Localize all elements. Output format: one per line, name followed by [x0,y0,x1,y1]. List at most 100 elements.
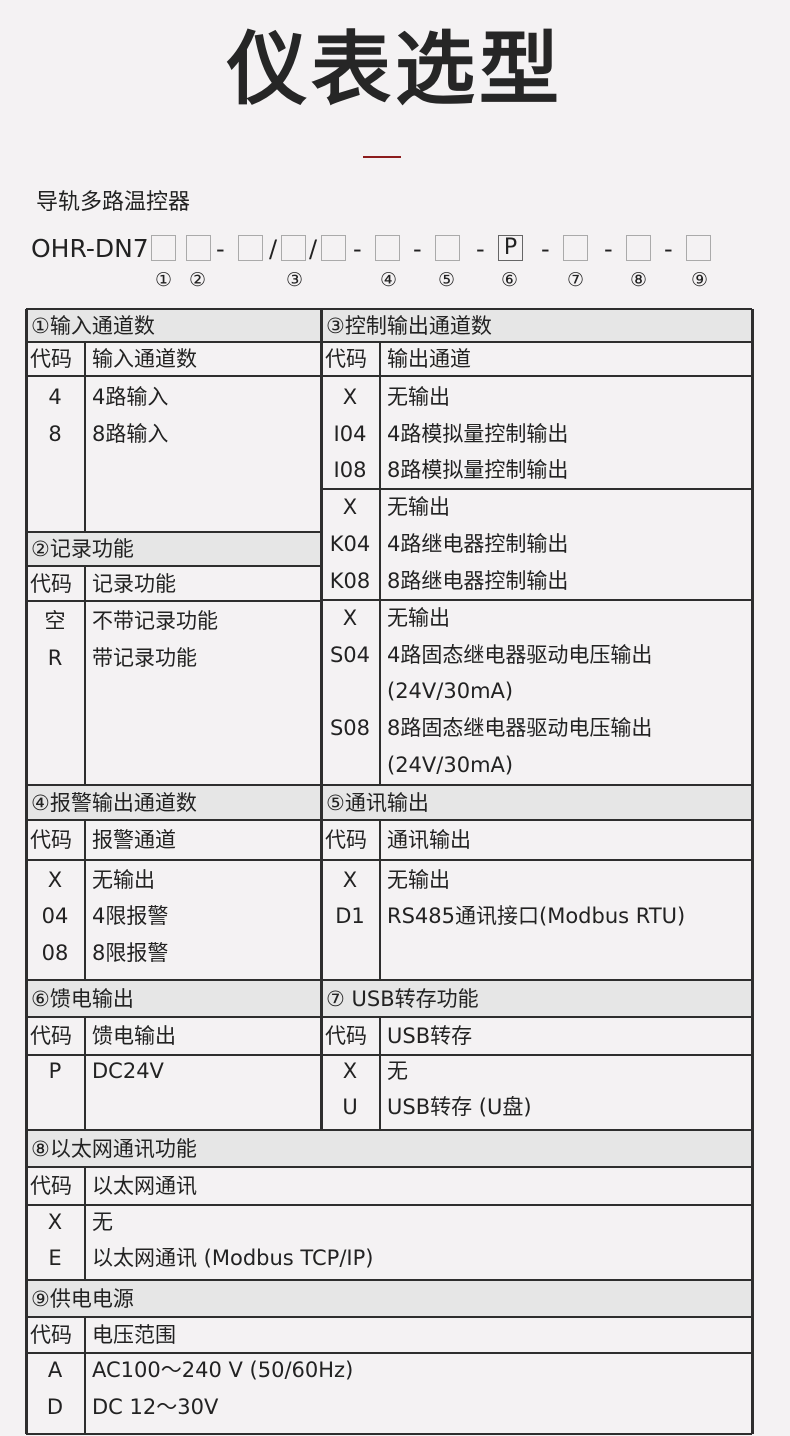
option-description: 不带记录功能 [92,609,218,633]
option-description: 以太网通讯 (Modbus TCP/IP) [92,1246,374,1270]
table-rule [84,1017,86,1130]
model-separator: - [353,235,362,263]
option-description: 无输出 [387,868,450,892]
section-title: ①输入通道数 [31,313,155,338]
option-description: DC 12～30V [92,1395,219,1419]
table-rule [751,309,754,785]
section-title: ⑦ USB转存功能 [326,986,479,1011]
section-header-bg [26,1280,752,1317]
position-marker: ④ [380,269,398,291]
table-rule [751,1280,754,1434]
table-rule [26,1128,752,1132]
option-code: S08 [329,716,371,740]
option-code: I08 [333,458,367,482]
code-column-header: 代码 [30,571,72,596]
table-rule [321,1015,752,1019]
table-rule [26,564,321,568]
code-column-header: 代码 [30,828,72,852]
description-column-header: 馈电输出 [92,1024,176,1048]
option-description: USB转存 (U盘) [387,1095,532,1119]
option-description: (24V/30mA) [387,753,514,777]
position-marker: ③ [286,269,304,291]
table-rule [25,1280,28,1434]
description-column-header: 以太网通讯 [92,1174,197,1198]
option-code: X [342,1059,358,1083]
table-rule [26,1315,752,1319]
section-title: ②记录功能 [31,537,134,561]
table-rule [379,342,381,785]
option-code: I04 [333,422,367,446]
option-description: RS485通讯接口(Modbus RTU) [387,904,686,928]
option-description: 无输出 [387,606,450,630]
option-code: 8 [48,422,62,446]
option-description: 8路固态继电器驱动电压输出 [387,716,653,740]
table-rule [751,980,754,1130]
model-separator: - [541,235,550,263]
option-description: 8限报警 [92,941,169,965]
model-separator: - [664,235,673,263]
code-column-header: 代码 [30,1024,72,1048]
code-column-header: 代码 [325,828,367,852]
accent-divider [363,156,401,158]
section-header-bg [26,1130,752,1167]
model-separator: / [309,235,318,263]
model-separator: - [216,235,225,263]
model-separator: / [269,235,278,263]
table-rule [321,818,752,822]
page-title: 仪表选型 [227,23,563,116]
option-description: DC24V [92,1059,164,1083]
option-description: 4路模拟量控制输出 [387,422,569,446]
option-description: 4限报警 [92,904,169,928]
option-code: X [342,868,358,892]
code-column-header: 代码 [30,347,72,371]
description-column-header: 通讯输出 [387,828,471,852]
option-code: D1 [335,904,365,928]
table-rule [26,530,321,534]
position-marker: ② [189,269,207,291]
description-column-header: 输入通道数 [92,347,197,371]
table-rule [320,785,323,980]
option-code: K04 [329,532,371,556]
model-separator: - [604,235,613,263]
section-title: ⑧以太网通讯功能 [31,1136,197,1161]
section-header-bg [321,309,752,342]
option-code: X [47,1210,63,1234]
table-rule [25,532,28,785]
option-description: 无输出 [387,385,450,409]
code-column-header: 代码 [325,1024,367,1048]
description-column-header: 电压范围 [92,1323,176,1347]
model-slot-box [186,235,211,261]
position-marker: ⑦ [567,269,585,291]
model-slot-box [626,235,651,261]
table-rule [26,340,321,344]
option-code: K08 [329,569,371,593]
position-marker: ⑤ [438,269,456,291]
table-rule [26,600,321,602]
option-description: 4路固态继电器驱动电压输出 [387,643,653,667]
table-rule [321,859,752,861]
table-rule [26,1278,752,1282]
model-slot-box [281,235,306,261]
table-rule [26,1054,321,1056]
option-code: R [47,646,63,670]
option-description: (24V/30mA) [387,679,514,703]
model-slot-box [238,235,263,261]
option-description: 4路继电器控制输出 [387,532,569,556]
option-code: S04 [329,643,371,667]
option-code: X [47,868,63,892]
table-rule [321,599,752,601]
model-slot-box [375,235,400,261]
table-rule [26,1352,752,1354]
section-header-bg [26,785,321,820]
section-title: ⑨供电电源 [31,1286,134,1311]
table-rule [321,1054,752,1056]
option-code: U [342,1095,358,1119]
section-header-bg [26,309,321,342]
section-title: ④报警输出通道数 [31,790,197,815]
table-rule [84,566,86,785]
description-column-header: USB转存 [387,1024,473,1048]
position-marker: ⑨ [691,269,709,291]
option-code: X [342,385,358,409]
model-prefix: OHR-DN7 [31,234,149,263]
description-column-header: 报警通道 [92,828,176,852]
